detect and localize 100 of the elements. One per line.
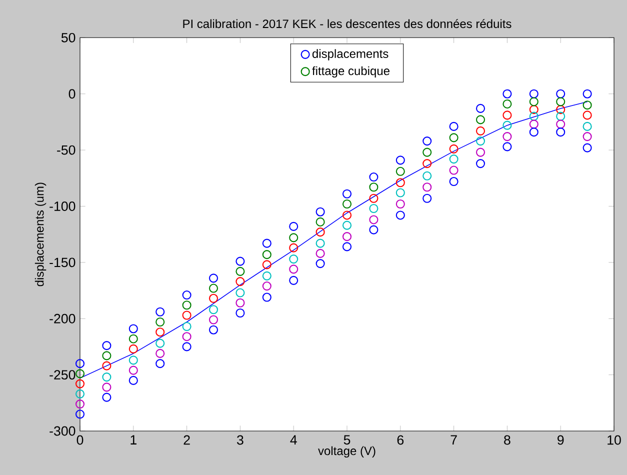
- point: [156, 338, 165, 348]
- point: [396, 166, 405, 176]
- x-tick-label: 5: [344, 435, 350, 445]
- y-tick-label: -150: [50, 258, 76, 268]
- point: [208, 294, 218, 303]
- point: [316, 207, 325, 216]
- x-tick-label: 4: [290, 435, 297, 444]
- point: [422, 159, 432, 168]
- y-tick-label: -50: [57, 145, 76, 155]
- point: [102, 372, 112, 382]
- point: [75, 379, 85, 388]
- point: [208, 315, 218, 324]
- point: [75, 369, 85, 378]
- point: [208, 325, 218, 334]
- y-tick-label: 0: [68, 89, 76, 99]
- y-tick-label: -300: [50, 426, 76, 436]
- point: [342, 232, 352, 242]
- point: [236, 256, 245, 266]
- chart-title: PI calibration - 2017 KEK - les descentes des données réduits: [183, 19, 512, 28]
- point: [502, 132, 512, 142]
- x-tick-label: 3: [237, 435, 244, 445]
- point: [182, 300, 192, 310]
- point: [236, 308, 245, 318]
- point: [422, 171, 432, 180]
- point: [342, 199, 352, 209]
- x-tick-label: 8: [504, 435, 510, 445]
- line-series: [80, 101, 588, 379]
- point: [262, 238, 272, 248]
- point: [396, 210, 405, 220]
- point: [529, 112, 538, 121]
- x-tick-label: 10: [608, 435, 621, 445]
- point: [128, 344, 138, 354]
- point: [128, 356, 138, 365]
- point: [208, 274, 218, 283]
- point: [396, 199, 405, 209]
- point: [236, 298, 245, 308]
- point: [476, 136, 486, 146]
- point: [316, 238, 325, 248]
- point: [128, 324, 138, 334]
- x-tick-label: 2: [184, 435, 190, 445]
- point: [422, 194, 432, 203]
- point: [529, 128, 538, 137]
- point: [369, 225, 378, 234]
- point: [182, 290, 192, 300]
- point: [556, 89, 566, 98]
- point: [289, 254, 298, 264]
- point: [156, 317, 165, 327]
- point: [582, 122, 592, 131]
- point: [449, 166, 458, 175]
- point: [102, 392, 112, 402]
- point: [316, 259, 325, 268]
- x-tick-label: 6: [397, 435, 404, 445]
- point: [182, 332, 192, 342]
- point: [369, 204, 378, 214]
- point: [396, 156, 405, 165]
- point: [128, 334, 138, 344]
- point: [289, 222, 298, 232]
- point: [182, 342, 192, 352]
- point: [582, 143, 592, 152]
- point: [156, 328, 165, 337]
- point: [289, 243, 298, 252]
- point: [156, 307, 165, 316]
- point: [529, 97, 538, 106]
- point: [529, 105, 538, 114]
- point: [289, 264, 298, 274]
- point: [128, 366, 138, 375]
- point: [75, 410, 85, 419]
- point: [476, 159, 486, 168]
- point: [289, 233, 298, 242]
- point: [208, 284, 218, 293]
- point: [208, 305, 218, 314]
- point: [236, 266, 245, 276]
- point: [502, 99, 512, 109]
- y-tick-label: -100: [50, 202, 76, 211]
- point: [449, 176, 458, 186]
- y-tick-label: -200: [50, 314, 76, 324]
- point: [75, 359, 85, 368]
- y-tick-label: -250: [50, 370, 76, 380]
- x-tick-label: 0: [76, 435, 84, 445]
- point: [102, 382, 112, 392]
- point: [529, 120, 538, 129]
- point: [75, 389, 85, 398]
- point: [582, 132, 592, 142]
- point: [316, 217, 325, 227]
- point: [182, 310, 192, 320]
- point: [476, 148, 486, 157]
- point: [75, 399, 85, 409]
- point: [556, 120, 566, 129]
- point: [128, 376, 138, 385]
- point: [582, 89, 592, 98]
- point: [262, 281, 272, 291]
- point: [556, 128, 566, 137]
- point: [422, 182, 432, 192]
- point: [502, 120, 512, 130]
- point: [316, 248, 325, 258]
- point: [342, 242, 352, 252]
- point: [502, 110, 512, 120]
- point: [369, 182, 378, 192]
- x-tick-label: 1: [130, 435, 136, 444]
- point: [449, 122, 458, 131]
